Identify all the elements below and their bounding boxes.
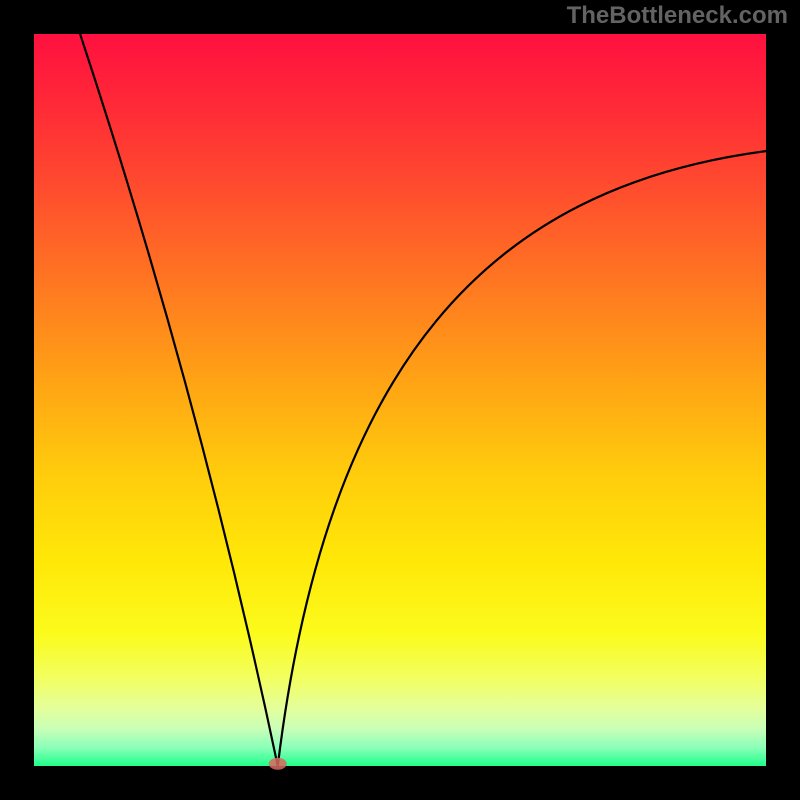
figure-container: TheBottleneck.com <box>0 0 800 800</box>
optimal-point-marker <box>269 758 287 770</box>
attribution-label: TheBottleneck.com <box>567 2 788 30</box>
bottleneck-chart <box>0 0 800 800</box>
plot-background <box>34 34 766 766</box>
